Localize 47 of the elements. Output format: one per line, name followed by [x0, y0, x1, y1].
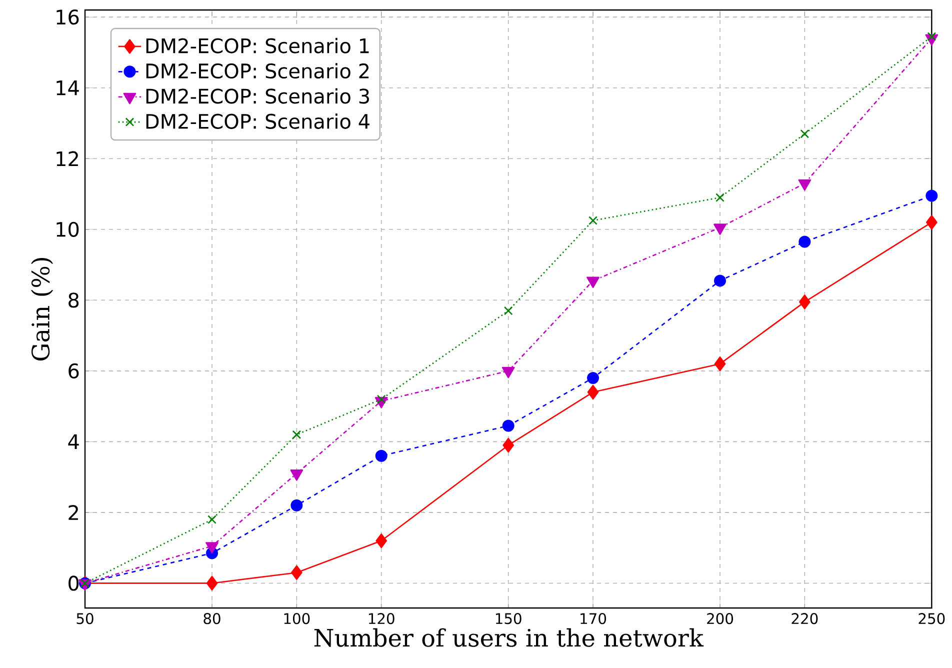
point	[375, 450, 388, 462]
x-tick-label: 100	[284, 613, 310, 624]
y-tick-label: 0	[68, 576, 79, 591]
x-tick-label: 50	[76, 613, 94, 624]
y-tick-label: 6	[68, 363, 79, 378]
x-tick-label: 120	[368, 613, 394, 624]
x-tick-label: 220	[792, 613, 818, 624]
point	[799, 294, 810, 310]
x-tick-label: 250	[918, 613, 945, 624]
point	[206, 576, 218, 591]
x-tick-label: 200	[707, 613, 734, 624]
point	[588, 216, 598, 225]
point	[502, 438, 514, 453]
y-tick-label: 8	[68, 292, 79, 308]
legend-label: DM2-ECOP: Scenario 3	[146, 88, 369, 104]
point	[716, 193, 724, 202]
point	[800, 129, 810, 138]
y-tick-label: 10	[56, 222, 79, 237]
point	[926, 214, 938, 230]
point	[290, 499, 303, 512]
point	[798, 236, 811, 248]
point	[587, 384, 599, 400]
point	[504, 306, 513, 316]
point	[587, 372, 600, 384]
point	[208, 515, 216, 524]
legend-label: DM2-ECOP: Scenario 2	[146, 63, 369, 79]
y-axis-title: Gain (%)	[31, 258, 54, 361]
point	[292, 430, 302, 440]
point	[376, 533, 388, 548]
x-tick-label: 150	[496, 613, 522, 624]
legend-label: DM2-ECOP: Scenario 1	[146, 38, 369, 54]
x-tick-label: 80	[204, 613, 220, 624]
x-axis-title: Number of users in the network	[314, 628, 704, 647]
point	[714, 356, 726, 372]
y-tick-label: 16	[56, 10, 79, 25]
y-tick-label: 2	[68, 505, 78, 520]
point	[502, 420, 514, 432]
point	[714, 274, 726, 287]
x-tick-label: 170	[580, 613, 606, 624]
y-tick-label: 12	[56, 151, 78, 166]
legend-label: DM2-ECOP: Scenario 4	[146, 113, 370, 129]
y-tick-label: 4	[68, 434, 79, 449]
point	[926, 190, 938, 202]
y-tick-label: 14	[56, 80, 79, 96]
point	[376, 394, 386, 404]
point	[291, 565, 302, 580]
point	[927, 32, 936, 41]
